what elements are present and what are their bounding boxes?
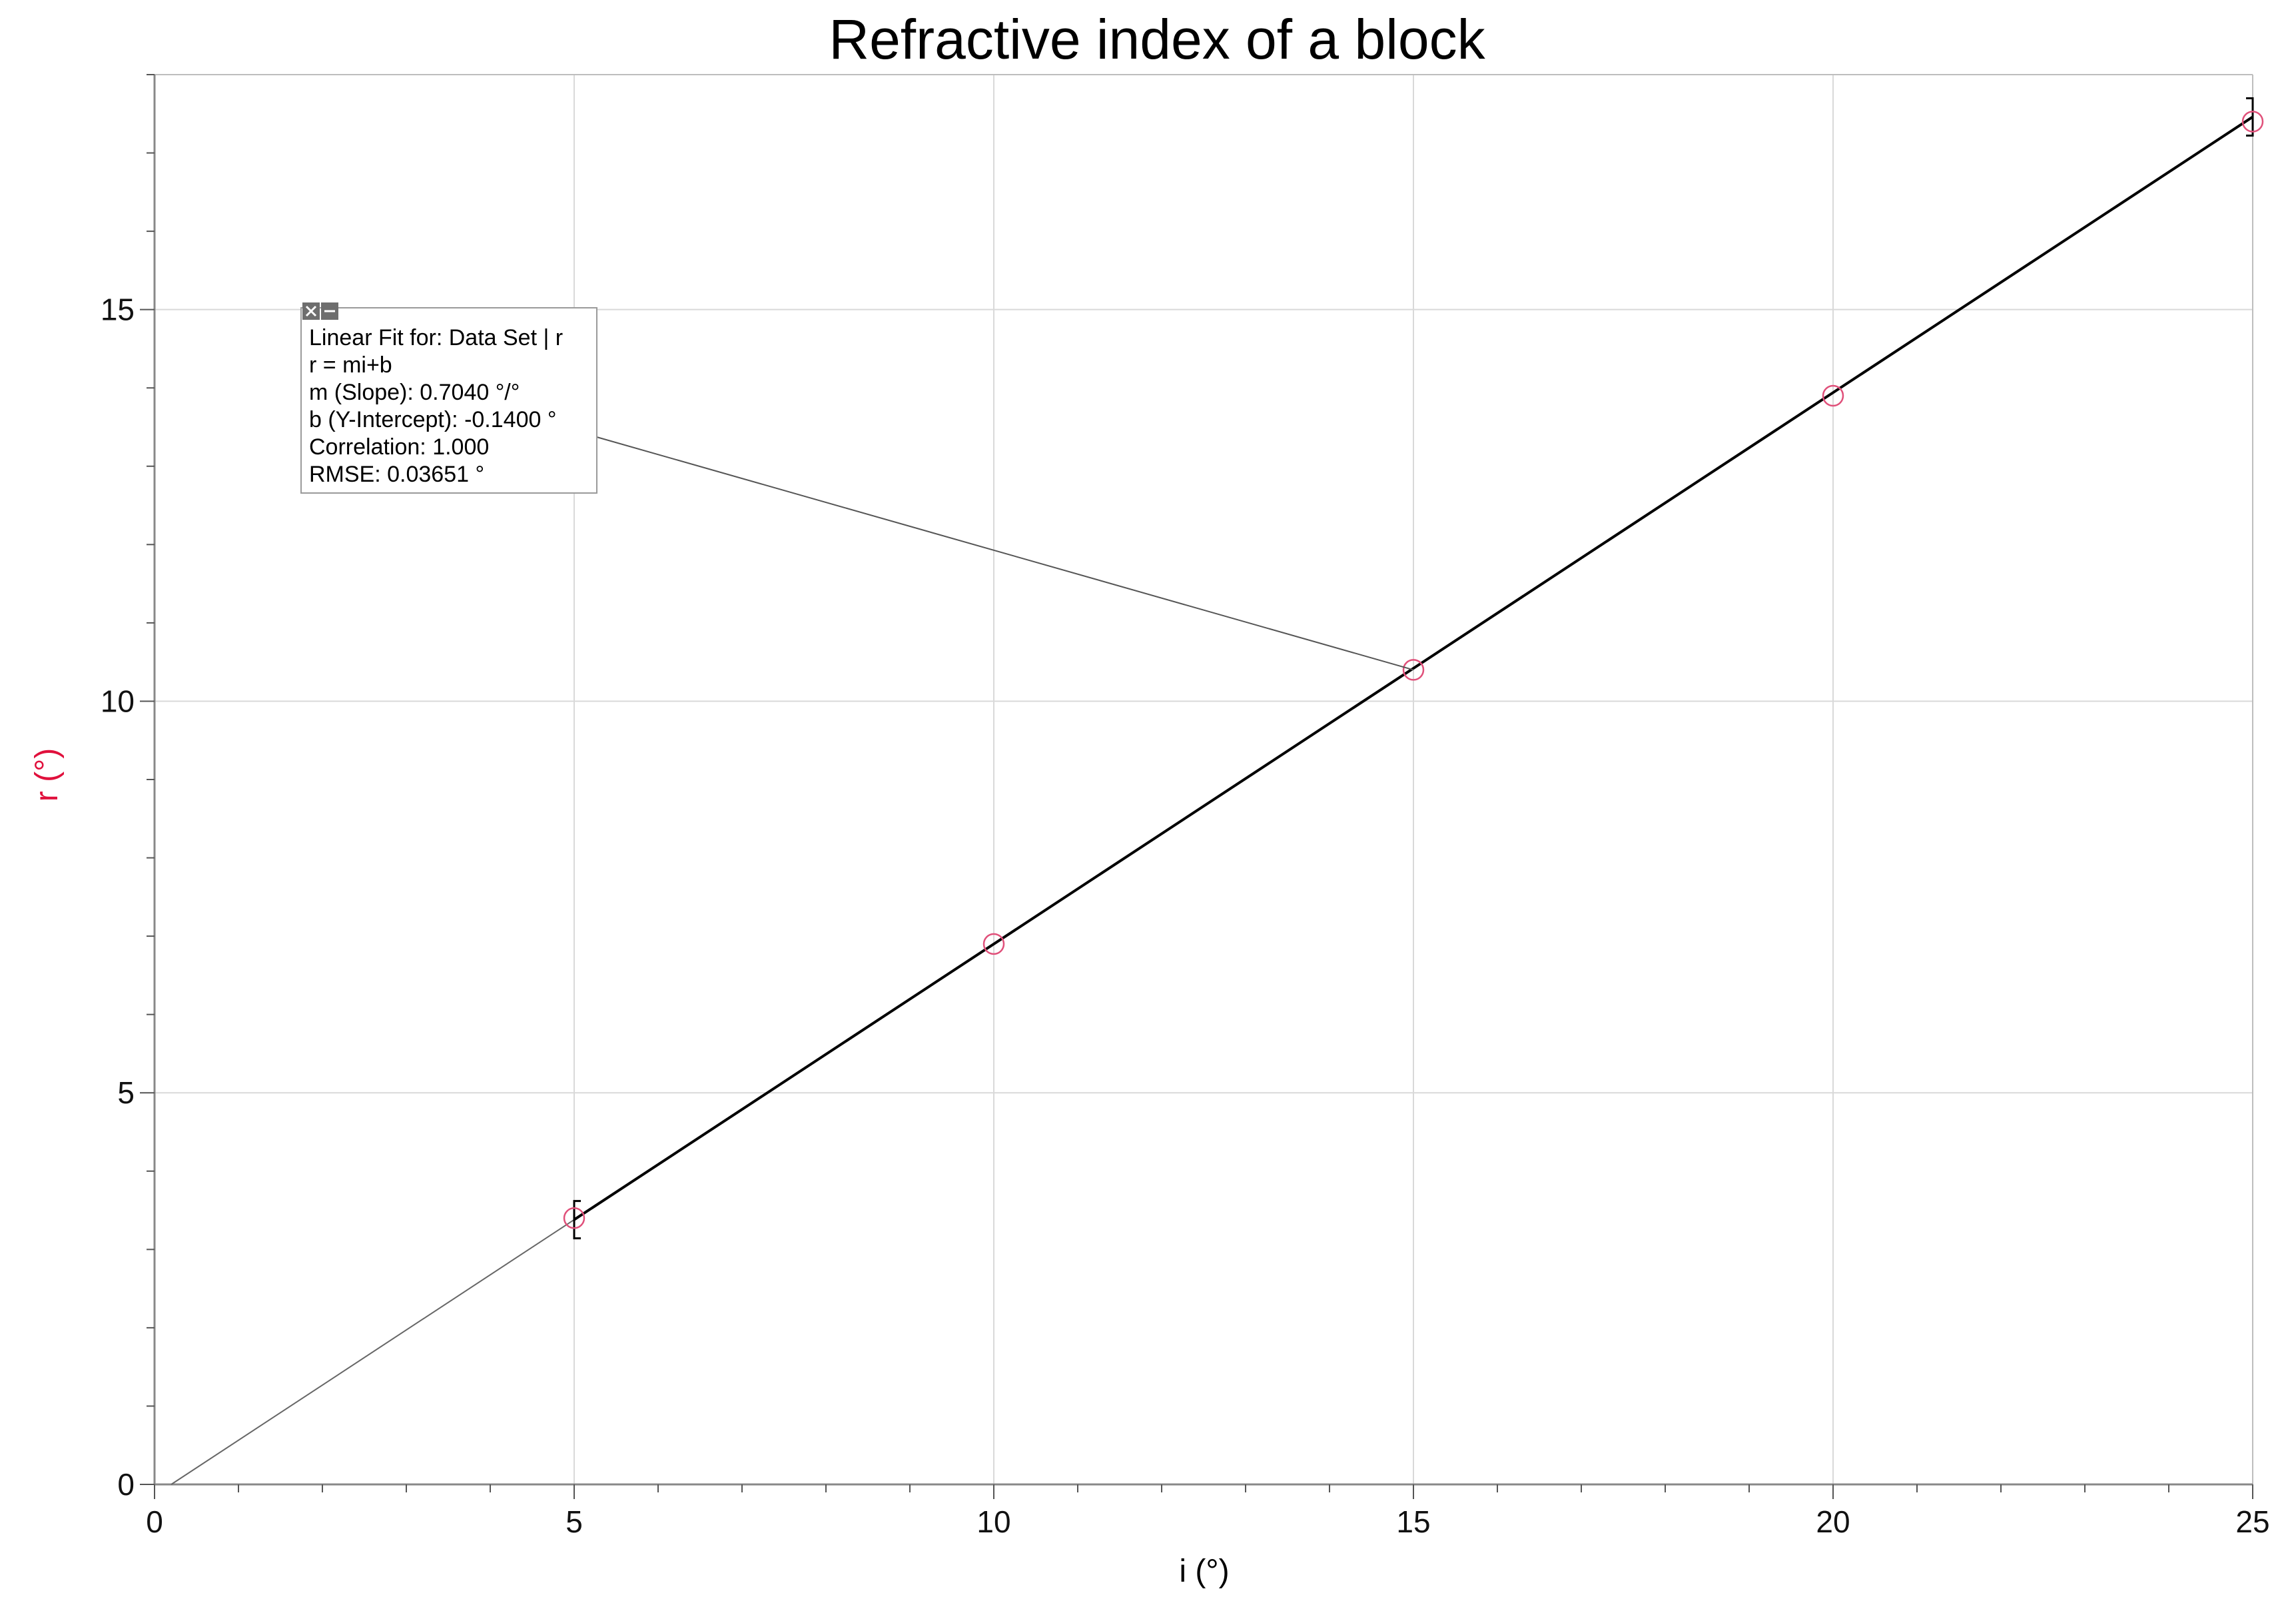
x-tick-label: 20	[1816, 1504, 1850, 1539]
y-tick-label: 5	[117, 1075, 135, 1110]
close-icon-glyph	[305, 305, 317, 317]
fit-annotation[interactable]: Linear Fit for: Data Set | rr = mi+bm (S…	[300, 302, 1414, 671]
fit-range-bracket-left	[573, 1200, 581, 1240]
y-tick-label: 0	[117, 1467, 135, 1502]
y-tick-label: 15	[101, 292, 135, 327]
data-point	[2241, 111, 2264, 133]
data-point	[1402, 659, 1425, 681]
annotation-line: b (Y-Intercept): -0.1400 °	[309, 407, 556, 432]
x-tick-label: 10	[976, 1504, 1010, 1539]
linear-fit	[171, 97, 2254, 1485]
annotation-line: r = mi+b	[309, 352, 392, 378]
x-tick-label: 15	[1396, 1504, 1430, 1539]
y-tick-label: 10	[101, 684, 135, 718]
data-point	[1822, 384, 1844, 407]
y-axis: 0 5 10 15	[101, 292, 135, 1502]
grid	[155, 75, 2253, 1484]
fit-range-bracket-right	[2246, 97, 2254, 137]
data-point	[982, 933, 1005, 955]
x-axis: 0 5 10 15 20 25	[146, 1504, 2269, 1539]
x-tick-label: 0	[146, 1504, 163, 1539]
chart-title: Refractive index of a block	[829, 8, 1485, 71]
minor-ticks	[140, 74, 2253, 1499]
annotation-pointer	[596, 436, 1414, 671]
plot-frame	[153, 74, 2253, 1486]
annotation-line: Correlation: 1.000	[309, 434, 489, 460]
x-tick-label: 5	[566, 1504, 583, 1539]
x-axis-title: i (°)	[1179, 1554, 1229, 1589]
fit-extension-line	[171, 1219, 575, 1485]
x-tick-label: 25	[2235, 1504, 2269, 1539]
annotation-box	[300, 307, 597, 494]
annotation-line: Linear Fit for: Data Set | r	[309, 325, 563, 350]
annotation-line: m (Slope): 0.7040 °/°	[309, 380, 520, 405]
data-point	[563, 1207, 585, 1229]
data-series	[563, 111, 2264, 1229]
y-axis-title: r (°)	[29, 748, 65, 802]
fit-line	[573, 115, 2254, 1221]
annotation-line: RMSE: 0.03651 °	[309, 462, 484, 487]
